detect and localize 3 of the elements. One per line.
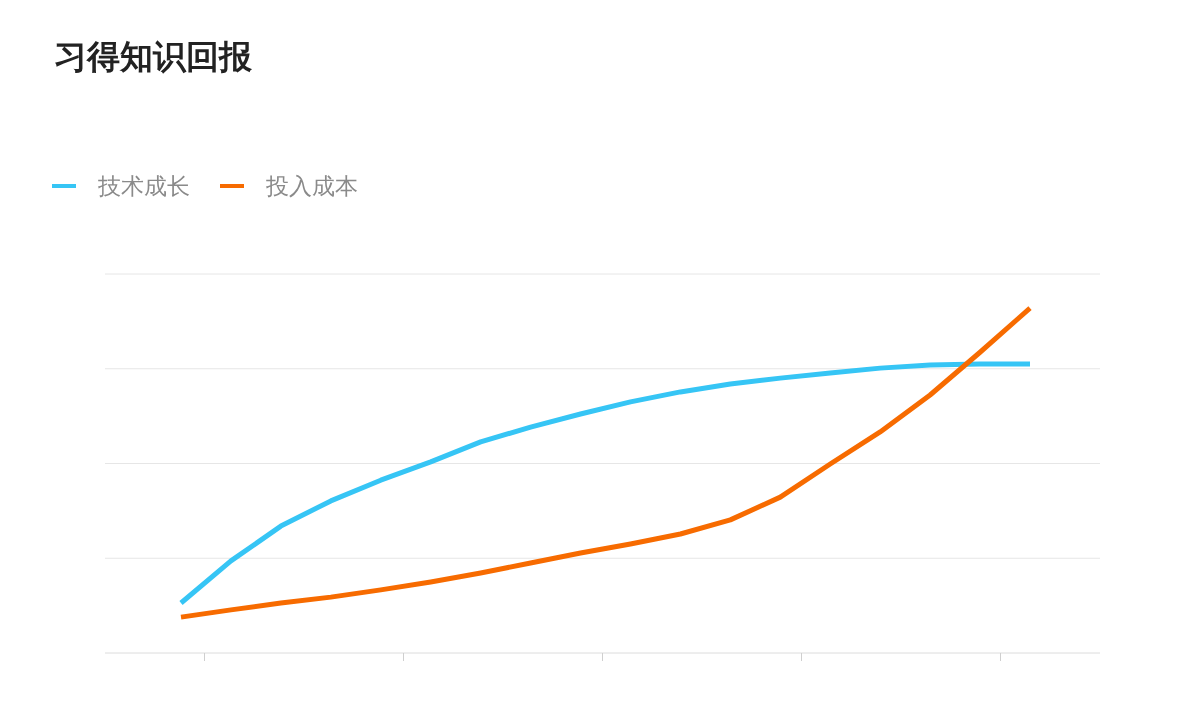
legend-label: 投入成本 (265, 173, 358, 199)
legend-label: 技术成长 (97, 173, 190, 199)
chart-title: 习得知识回报 (54, 37, 253, 76)
